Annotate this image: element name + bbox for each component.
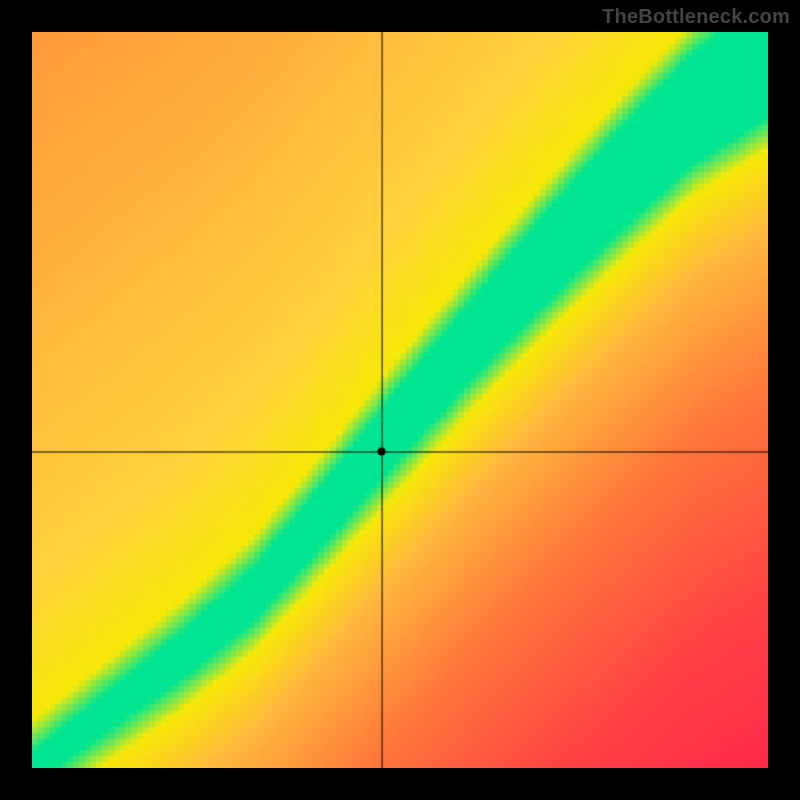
bottleneck-heatmap [32, 32, 768, 768]
heatmap-canvas [32, 32, 768, 768]
watermark-label: TheBottleneck.com [602, 6, 790, 29]
